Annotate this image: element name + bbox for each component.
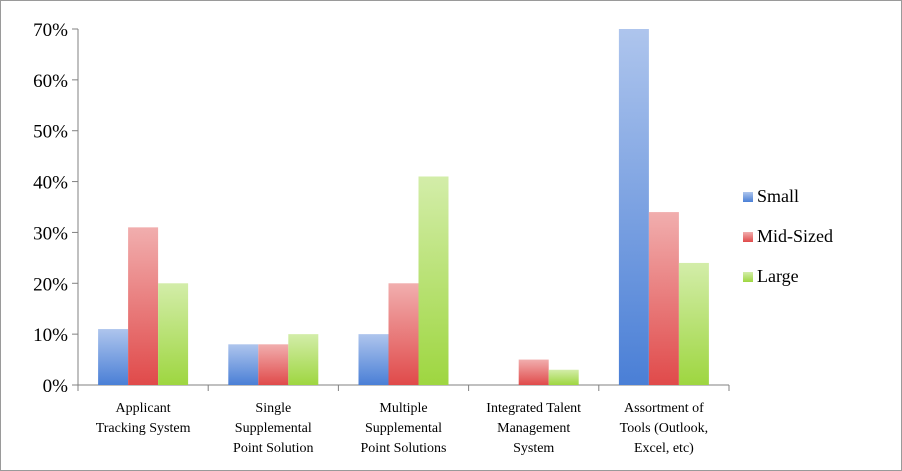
x-category-label: Integrated Talent Management System (486, 401, 581, 456)
x-category-label: Multiple Supplemental Point Solutions (361, 401, 447, 456)
y-tick-label: 10% (33, 325, 68, 346)
legend-swatch (743, 232, 753, 242)
x-category-label: Applicant Tracking System (96, 401, 191, 436)
y-tick-labels: 0% 10% 20% 30% 40% 50% 60% 70% (33, 20, 68, 397)
bar-large-1 (158, 283, 189, 385)
x-category-labels: Applicant Tracking System Single Supplement… (96, 401, 708, 456)
legend-swatch (743, 272, 753, 282)
bar-mid-sized-1 (128, 227, 159, 385)
bar-mid-sized-3 (388, 283, 419, 385)
y-tick-label: 0% (43, 376, 69, 397)
x-category-label: Single Supplemental Point Solution (233, 401, 314, 456)
y-tick-label: 50% (33, 122, 68, 143)
bar-small-5 (618, 29, 649, 385)
y-tick-label: 60% (33, 71, 68, 92)
bar-large-3 (418, 176, 449, 385)
x-category-label: Assortment of Tools (Outlook, Excel, etc) (620, 401, 708, 456)
bar-small-1 (98, 329, 129, 385)
y-tick-label: 20% (33, 274, 68, 295)
bar-small-2 (228, 344, 259, 385)
bar-large-5 (678, 262, 709, 385)
bar-mid-sized-2 (258, 344, 289, 385)
bars (98, 29, 709, 385)
legend-swatch (743, 192, 753, 202)
legend-label: Small (757, 186, 799, 206)
legend-label: Large (757, 266, 799, 286)
bar-large-4 (548, 369, 579, 385)
y-tick-label: 40% (33, 173, 68, 194)
legend: Small Mid-Sized Large (743, 186, 833, 286)
y-tick-label: 30% (33, 223, 68, 244)
bar-large-2 (288, 334, 319, 385)
y-tick-label: 70% (33, 20, 68, 41)
bar-mid-sized-4 (518, 359, 549, 385)
bar-mid-sized-5 (648, 212, 679, 385)
legend-label: Mid-Sized (757, 226, 833, 246)
bar-small-3 (358, 334, 389, 385)
